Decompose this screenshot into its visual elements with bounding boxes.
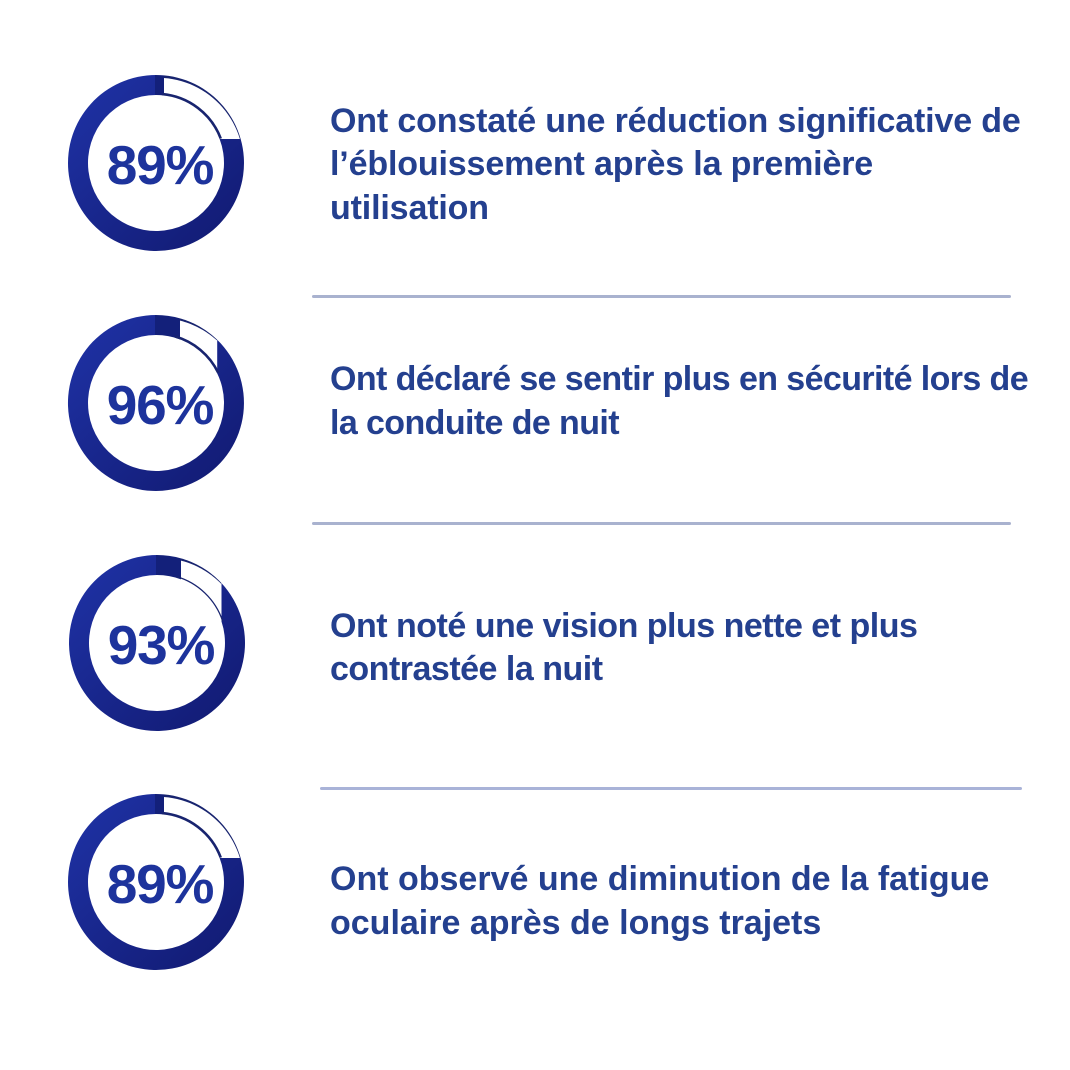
svg-text:89%: 89% xyxy=(107,134,214,196)
svg-text:93%: 93% xyxy=(108,614,215,676)
svg-text:89%: 89% xyxy=(107,853,214,915)
svg-text:96%: 96% xyxy=(107,374,214,436)
